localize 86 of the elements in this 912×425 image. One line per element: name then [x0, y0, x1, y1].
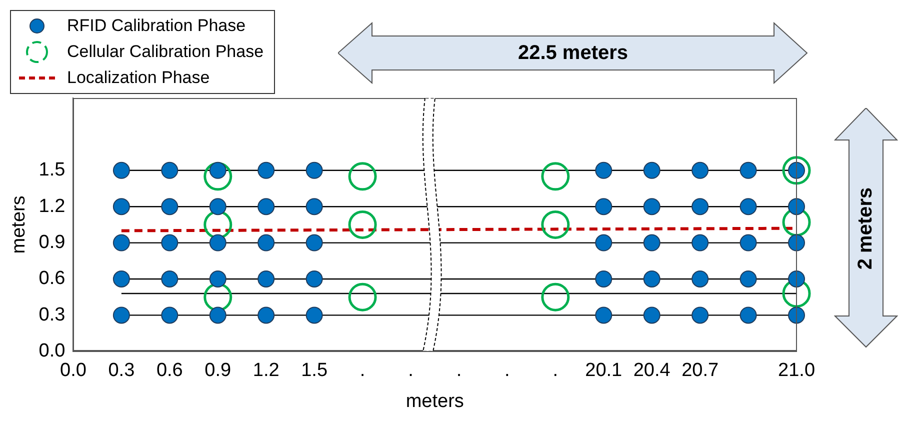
point — [595, 270, 612, 288]
point — [692, 306, 709, 324]
point — [209, 306, 226, 324]
point — [541, 210, 570, 239]
x-tick-label: . — [504, 360, 510, 382]
point — [161, 234, 178, 252]
point — [161, 270, 178, 288]
point — [643, 306, 660, 324]
x-tick-label: 20.7 — [682, 360, 719, 382]
y-tick-label: 0.3 — [38, 304, 66, 326]
x-tick-label: 1.5 — [301, 360, 328, 382]
y-tick-label: 0.6 — [38, 268, 66, 290]
point — [306, 306, 323, 324]
point — [643, 162, 660, 179]
x-axis-title: meters — [406, 390, 464, 412]
point — [348, 282, 377, 312]
y-tick-label: 1.2 — [38, 196, 66, 217]
point — [740, 234, 757, 252]
x-tick-label: . — [360, 360, 366, 382]
point — [740, 270, 757, 288]
point — [740, 306, 757, 324]
point — [258, 198, 275, 216]
x-tick-label: 0.9 — [204, 360, 232, 382]
x-tick-label: 20.4 — [633, 360, 671, 382]
point — [643, 270, 660, 288]
point — [112, 198, 130, 216]
y-axis-title: meters — [8, 196, 30, 254]
point — [692, 234, 709, 252]
point — [258, 270, 275, 288]
point — [112, 234, 130, 252]
point — [258, 162, 275, 179]
point — [306, 234, 323, 252]
x-tick-label: 20.1 — [585, 360, 622, 382]
point — [209, 198, 226, 216]
point — [782, 208, 811, 237]
x-tick-label: . — [552, 360, 558, 382]
point — [209, 234, 226, 252]
point — [595, 234, 612, 252]
point — [258, 234, 275, 252]
x-tick-label: 21.0 — [778, 360, 815, 382]
point — [788, 270, 806, 288]
point — [258, 306, 275, 324]
point — [643, 234, 660, 252]
point — [788, 234, 806, 252]
point — [692, 198, 709, 216]
point — [541, 282, 570, 312]
point — [112, 270, 130, 288]
x-tick-label: 1.2 — [252, 360, 280, 382]
point — [740, 198, 757, 216]
point — [209, 270, 226, 288]
legend-label: Cellular Calibration Phase — [67, 41, 264, 63]
x-tick-label: 0.3 — [108, 360, 135, 382]
point — [161, 162, 178, 179]
point — [788, 198, 806, 216]
point — [348, 162, 377, 191]
point — [788, 306, 806, 324]
point — [112, 306, 130, 324]
text: 2 meters — [854, 186, 878, 270]
point — [161, 306, 178, 324]
x-tick-label: 0.0 — [60, 360, 86, 382]
point — [348, 210, 377, 239]
point — [643, 198, 660, 216]
point — [595, 306, 612, 324]
legend-label: RFID Calibration Phase — [67, 15, 246, 37]
x-tick-label: . — [456, 360, 462, 382]
x-tick-label: . — [408, 360, 414, 382]
point — [161, 198, 178, 216]
y-tick-label: 0.0 — [38, 340, 66, 362]
point — [112, 162, 130, 179]
point — [740, 162, 757, 179]
legend-label: Localization Phase — [67, 67, 210, 89]
point — [692, 162, 709, 179]
point — [306, 162, 323, 179]
point — [204, 162, 232, 191]
point — [204, 282, 232, 312]
point — [782, 156, 811, 185]
point — [595, 162, 612, 179]
point — [595, 198, 612, 216]
point — [306, 198, 323, 216]
y-tick-label: 1.5 — [38, 160, 66, 181]
point — [306, 270, 323, 288]
point — [204, 210, 232, 239]
y-tick-label: 0.9 — [38, 232, 66, 254]
point — [541, 162, 570, 191]
point — [692, 270, 709, 288]
x-tick-label: 0.6 — [156, 360, 183, 382]
